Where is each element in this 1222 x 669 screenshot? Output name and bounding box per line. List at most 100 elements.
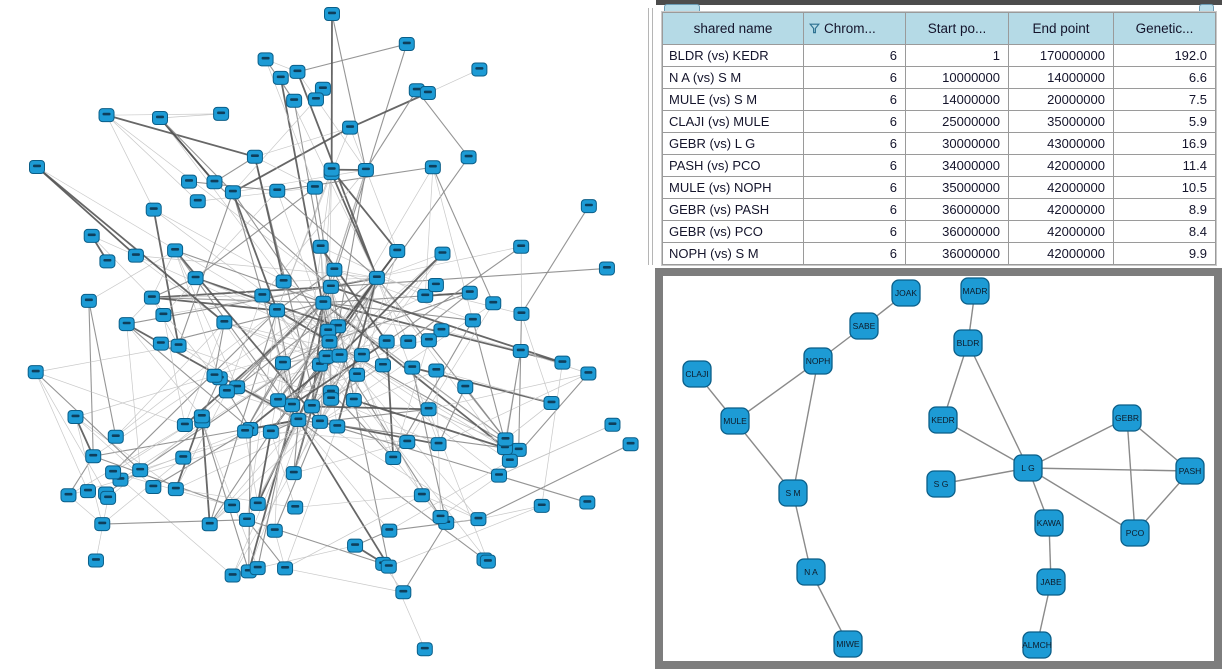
network-edge[interactable] [293, 419, 299, 474]
network-edge[interactable] [295, 494, 422, 508]
edge-name-cell[interactable]: NOPH (vs) S M [662, 242, 804, 265]
network-edge[interactable] [427, 69, 480, 94]
network-edge[interactable] [88, 300, 117, 437]
value-cell[interactable]: 36000000 [905, 242, 1009, 265]
value-cell[interactable]: 42000000 [1008, 198, 1114, 221]
network-edge[interactable] [88, 250, 176, 302]
network-edge[interactable] [298, 253, 443, 421]
network-edge[interactable] [254, 156, 285, 282]
network-node[interactable] [434, 246, 451, 261]
network-node[interactable] [323, 162, 340, 177]
value-cell[interactable]: 10000000 [905, 66, 1009, 89]
network-edge[interactable] [175, 421, 321, 490]
network-edge[interactable] [126, 324, 141, 471]
network-edge[interactable] [270, 431, 408, 443]
network-node[interactable] [404, 360, 421, 375]
network-node[interactable] [85, 449, 102, 464]
network-edge[interactable] [224, 322, 358, 376]
network-edge[interactable] [91, 235, 153, 298]
table-row[interactable]: GEBR (vs) PCO 6 36000000 42000000 8.4 [662, 220, 1216, 243]
value-cell[interactable]: 1 [905, 44, 1009, 67]
network-node[interactable] [464, 313, 481, 328]
value-cell[interactable]: 170000000 [1008, 44, 1114, 67]
network-edge[interactable] [88, 300, 94, 457]
network-edge[interactable] [178, 345, 332, 400]
network-edge[interactable] [792, 360, 819, 494]
network-node[interactable] [345, 392, 362, 407]
network-node[interactable] [206, 368, 223, 383]
value-cell[interactable]: 43000000 [1008, 132, 1114, 155]
network-node[interactable] [347, 538, 364, 553]
network-edge[interactable] [349, 127, 398, 252]
network-edge[interactable] [232, 191, 329, 332]
network-edge[interactable] [440, 475, 500, 518]
network-node[interactable] [249, 496, 266, 511]
network-edge[interactable] [163, 314, 186, 426]
network-node[interactable] [381, 523, 398, 538]
network-node[interactable] [420, 333, 437, 348]
column-header-chrom---[interactable]: Chrom... [803, 12, 906, 45]
network-node[interactable] [501, 453, 518, 468]
value-cell[interactable]: 7.5 [1113, 88, 1216, 111]
column-header-start-po---[interactable]: Start po... [905, 12, 1009, 45]
network-edge[interactable] [331, 13, 367, 171]
network-node[interactable] [349, 367, 366, 382]
network-edge[interactable] [256, 431, 272, 505]
network-node[interactable] [533, 498, 550, 513]
network-edge[interactable] [338, 252, 444, 357]
filtered-network-canvas[interactable]: JOAK MADR SABE BLDR NOPH CLAJI MULE KEDR GEBR L G… [663, 276, 1214, 661]
network-edge[interactable] [421, 494, 479, 520]
network-node[interactable] [342, 120, 359, 135]
network-node[interactable] [224, 185, 241, 200]
network-edge[interactable] [392, 340, 430, 459]
network-node[interactable] [249, 561, 266, 576]
network-node[interactable] [417, 288, 434, 303]
network-edge[interactable] [319, 370, 437, 423]
network-node[interactable] [254, 288, 271, 303]
network-node-sabe[interactable]: SABE [849, 312, 879, 340]
network-node[interactable] [321, 334, 338, 349]
network-node[interactable] [419, 86, 436, 101]
network-node[interactable] [579, 495, 596, 510]
value-cell[interactable]: 34000000 [905, 154, 1009, 177]
network-node-claji[interactable]: CLAJI [682, 360, 712, 388]
network-edge[interactable] [320, 246, 324, 303]
network-node[interactable] [322, 279, 339, 294]
network-edge[interactable] [438, 373, 589, 445]
network-node[interactable] [237, 424, 254, 439]
value-cell[interactable]: 6 [803, 154, 906, 177]
network-edge[interactable] [376, 277, 409, 342]
network-edge[interactable] [153, 209, 324, 304]
network-node[interactable] [224, 568, 241, 583]
network-node[interactable] [285, 466, 302, 481]
network-node[interactable] [274, 356, 291, 371]
network-node[interactable] [201, 517, 218, 532]
network-edge[interactable] [432, 167, 494, 304]
table-row[interactable]: MULE (vs) S M 6 14000000 20000000 7.5 [662, 88, 1216, 111]
network-edge[interactable] [209, 431, 272, 525]
network-node[interactable] [170, 338, 187, 353]
value-cell[interactable]: 10.5 [1113, 176, 1216, 199]
network-node[interactable] [189, 194, 206, 209]
value-cell[interactable]: 42000000 [1008, 220, 1114, 243]
overview-network-canvas[interactable] [0, 0, 646, 669]
network-node[interactable] [400, 334, 417, 349]
network-node-s-m[interactable]: S M [778, 479, 808, 507]
network-node-pash[interactable]: PASH [1175, 457, 1205, 485]
network-edge[interactable] [257, 545, 356, 569]
network-edge[interactable] [428, 373, 589, 410]
network-edge[interactable] [35, 371, 141, 471]
network-node[interactable] [99, 254, 116, 269]
network-edge[interactable] [174, 250, 238, 388]
network-edge[interactable] [967, 342, 1029, 469]
value-cell[interactable]: 192.0 [1113, 44, 1216, 67]
network-node[interactable] [289, 64, 306, 79]
network-edge[interactable] [297, 43, 407, 73]
network-node[interactable] [357, 162, 374, 177]
network-edge[interactable] [102, 519, 248, 525]
value-cell[interactable]: 42000000 [1008, 176, 1114, 199]
network-edge[interactable] [326, 356, 489, 562]
network-edge[interactable] [115, 310, 278, 438]
network-node[interactable] [80, 293, 97, 308]
network-edge[interactable] [436, 370, 552, 404]
